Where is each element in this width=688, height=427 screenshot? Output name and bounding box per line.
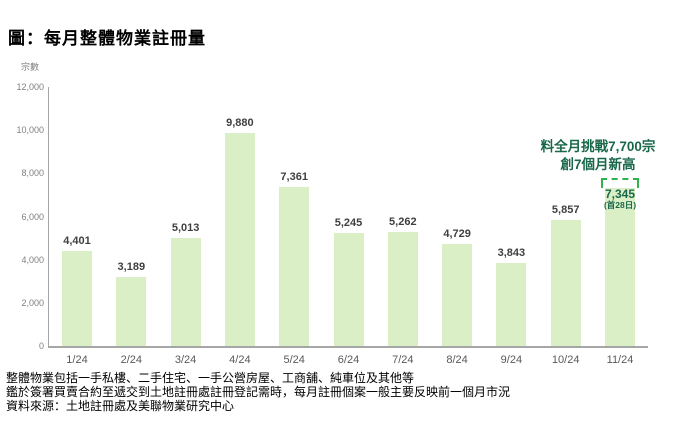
bar-value-5/24: 7,361 <box>280 171 308 184</box>
bar-3/24 <box>170 237 201 346</box>
bar-4/24 <box>224 132 255 346</box>
x-axis-label-5/24: 5/24 <box>283 354 305 366</box>
last-bar-value: 7,345 <box>604 187 636 202</box>
bar-value-11/24: 7,345 (首28日) <box>603 187 637 211</box>
plot-area: 4,401 1/24 3,189 2/24 5,013 3/24 9,880 4/24 7,36… <box>48 87 648 366</box>
y-axis-tick-2,000: 2,000 <box>21 297 44 308</box>
x-axis-label-2/24: 2/24 <box>120 354 143 366</box>
x-axis-label-4/24: 4/24 <box>229 354 251 366</box>
x-axis-label-6/24: 6/24 <box>337 354 360 366</box>
footnote-timing: 鑑於簽署買賣合約至遞交到土地註冊處註冊登記需時，每月註冊個案一般主要反映前一個月… <box>6 385 511 399</box>
bar-8/24 <box>442 243 473 346</box>
y-axis-tick-0: 0 <box>38 341 44 351</box>
x-axis-label-10/24: 10/24 <box>551 354 580 366</box>
bar-11/24 <box>605 187 635 346</box>
bar-value-10/24: 5,857 <box>551 203 580 216</box>
bar-10/24 <box>550 219 581 346</box>
x-axis-label-8/24: 8/24 <box>446 354 468 366</box>
bar-value-1/24: 4,401 <box>63 235 91 248</box>
bar-value-6/24: 5,245 <box>334 216 363 229</box>
y-axis-tick-10,000: 10,000 <box>16 125 44 136</box>
last-bar-sub-label: (首28日) <box>603 200 637 211</box>
bar-9/24 <box>496 263 527 346</box>
bar-5/24 <box>279 187 310 346</box>
chart-title: 圖：每月整體物業註冊量 <box>8 29 206 48</box>
projection-dashed-cap <box>601 177 639 188</box>
bar-value-9/24: 3,843 <box>497 247 526 260</box>
bar-1/24 <box>62 251 92 346</box>
footnote-source: 資料來源：土地註冊處及美聯物業研究中心 <box>6 399 235 413</box>
x-axis-label-7/24: 7/24 <box>392 354 414 366</box>
y-axis-tick-6,000: 6,000 <box>21 211 44 222</box>
bar-value-2/24: 3,189 <box>117 261 146 274</box>
y-axis-tick-4,000: 4,000 <box>21 254 44 265</box>
y-axis-unit-label: 宗數 <box>21 62 40 72</box>
y-axis-tick-12,000: 12,000 <box>16 82 44 92</box>
bar-6/24 <box>333 232 364 346</box>
x-axis-label-3/24: 3/24 <box>174 354 197 366</box>
bar-7/24 <box>387 232 418 346</box>
bar-value-3/24: 5,013 <box>171 221 200 234</box>
y-axis-tick-8,000: 8,000 <box>21 168 44 179</box>
bar-value-7/24: 5,262 <box>389 216 417 229</box>
x-axis-label-11/24: 11/24 <box>606 354 634 366</box>
projection-annotation-line1: 料全月挑戰7,700宗 <box>540 139 656 154</box>
x-axis-label-1/24: 1/24 <box>66 354 88 366</box>
bar-2/24 <box>116 277 147 346</box>
bar-value-8/24: 4,729 <box>443 227 471 240</box>
footnote-definition: 整體物業包括一手私樓、二手住宅、一手公營房屋、工商舖、純車位及其他等 <box>6 371 415 385</box>
projection-annotation-line2: 創7個月新高 <box>560 157 636 172</box>
projection-annotation: 料全月挑戰7,700宗 創7個月新高 <box>510 138 686 174</box>
footnotes: 整體物業包括一手私樓、二手住宅、一手公營房屋、工商舖、純車位及其他等 鑑於簽署買… <box>6 371 510 413</box>
bar-value-4/24: 9,880 <box>226 116 254 129</box>
x-axis-label-9/24: 9/24 <box>500 354 523 366</box>
